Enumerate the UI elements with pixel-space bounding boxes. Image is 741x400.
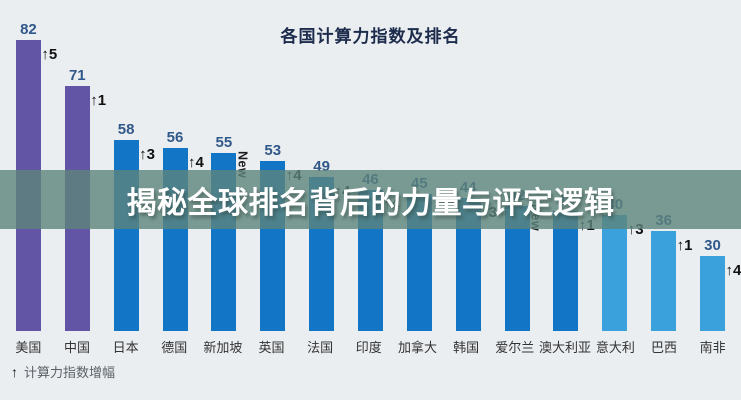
bar-value-label: 56 xyxy=(166,129,184,146)
country-label: 日本 xyxy=(112,340,139,355)
bar-value-label: 82 xyxy=(20,21,37,38)
country-label: 法国 xyxy=(307,340,334,355)
rank-change-badge: ↑3 xyxy=(139,146,155,163)
bar-column: 49↑4 xyxy=(297,0,350,331)
bar-value-label: 30 xyxy=(704,237,721,254)
rank-change-badge: ↑1 xyxy=(90,92,107,109)
country-label: 新加坡 xyxy=(203,340,243,355)
rank-change-badge: ↑5 xyxy=(41,46,58,63)
bar-value-label: 53 xyxy=(264,142,282,159)
bar xyxy=(113,140,139,331)
bar-value-label: 71 xyxy=(68,67,86,84)
bar xyxy=(651,231,677,331)
country-label: 意大利 xyxy=(595,340,635,355)
bar-column: 42New xyxy=(493,0,543,331)
banner-title: 揭秘全球排名背后的力量与评定逻辑 xyxy=(126,186,615,220)
category-axis: 美国 中国 日本 德国 新加坡 英国 法国 印度 加拿大 韩国 爱尔兰 澳大利亚 意大利 巴西 南非 xyxy=(4,337,737,356)
bar-column: 36↑1 xyxy=(639,0,692,331)
bar-column: 55 New xyxy=(199,0,249,331)
bar-column: 45↑3 xyxy=(395,0,448,331)
bar-column: 41↑1 xyxy=(541,0,595,331)
bar-column: 56 ↑4 xyxy=(151,0,204,331)
rank-change-badge: ↑1 xyxy=(676,237,693,254)
country-label: 美国 xyxy=(15,340,42,355)
chart-title: 各国计算力指数及排名 xyxy=(280,27,461,46)
country-label: 澳大利亚 xyxy=(539,340,592,355)
rank-change-badge: ↑4 xyxy=(188,154,204,171)
bar xyxy=(553,211,579,331)
bars-area: 82↑571↑158↑356↑455New53↑449↑446↑445↑344↑… xyxy=(4,0,741,331)
bar xyxy=(699,256,725,331)
country-label: 中国 xyxy=(63,340,90,355)
country-label: 爱尔兰 xyxy=(495,340,535,355)
country-label: 英国 xyxy=(258,340,285,355)
rank-change-badge: ↑4 xyxy=(725,262,741,279)
legend-note: ↑ 计算力指数增幅 xyxy=(11,362,115,381)
country-label: 巴西 xyxy=(651,340,678,355)
bar-column: 71 ↑1 xyxy=(53,0,106,331)
country-label: 加拿大 xyxy=(397,340,437,355)
banner-overlay: 揭秘全球排名背后的力量与评定逻辑 xyxy=(0,170,741,229)
country-label: 德国 xyxy=(161,340,188,355)
bar-column: 30 ↑4 xyxy=(688,0,741,331)
bar xyxy=(602,215,628,331)
country-label: 韩国 xyxy=(453,340,480,355)
bar-column: 58 ↑3 xyxy=(102,0,155,331)
bar-column: 82 ↑5 xyxy=(4,0,57,331)
legend-note-label: 计算力指数增幅 xyxy=(24,365,116,380)
bar-value-label: 58 xyxy=(117,121,135,138)
bar-value-label: 55 xyxy=(215,134,233,151)
up-arrow-icon: ↑ xyxy=(11,364,18,380)
bar-column: 40↑3 xyxy=(590,0,644,331)
country-label: 印度 xyxy=(355,340,382,355)
bar-column: 44↑3 xyxy=(444,0,497,331)
bar-column: 53↑4 xyxy=(248,0,302,331)
country-label: 南非 xyxy=(699,340,726,355)
bar-column: 46↑4 xyxy=(346,0,399,331)
